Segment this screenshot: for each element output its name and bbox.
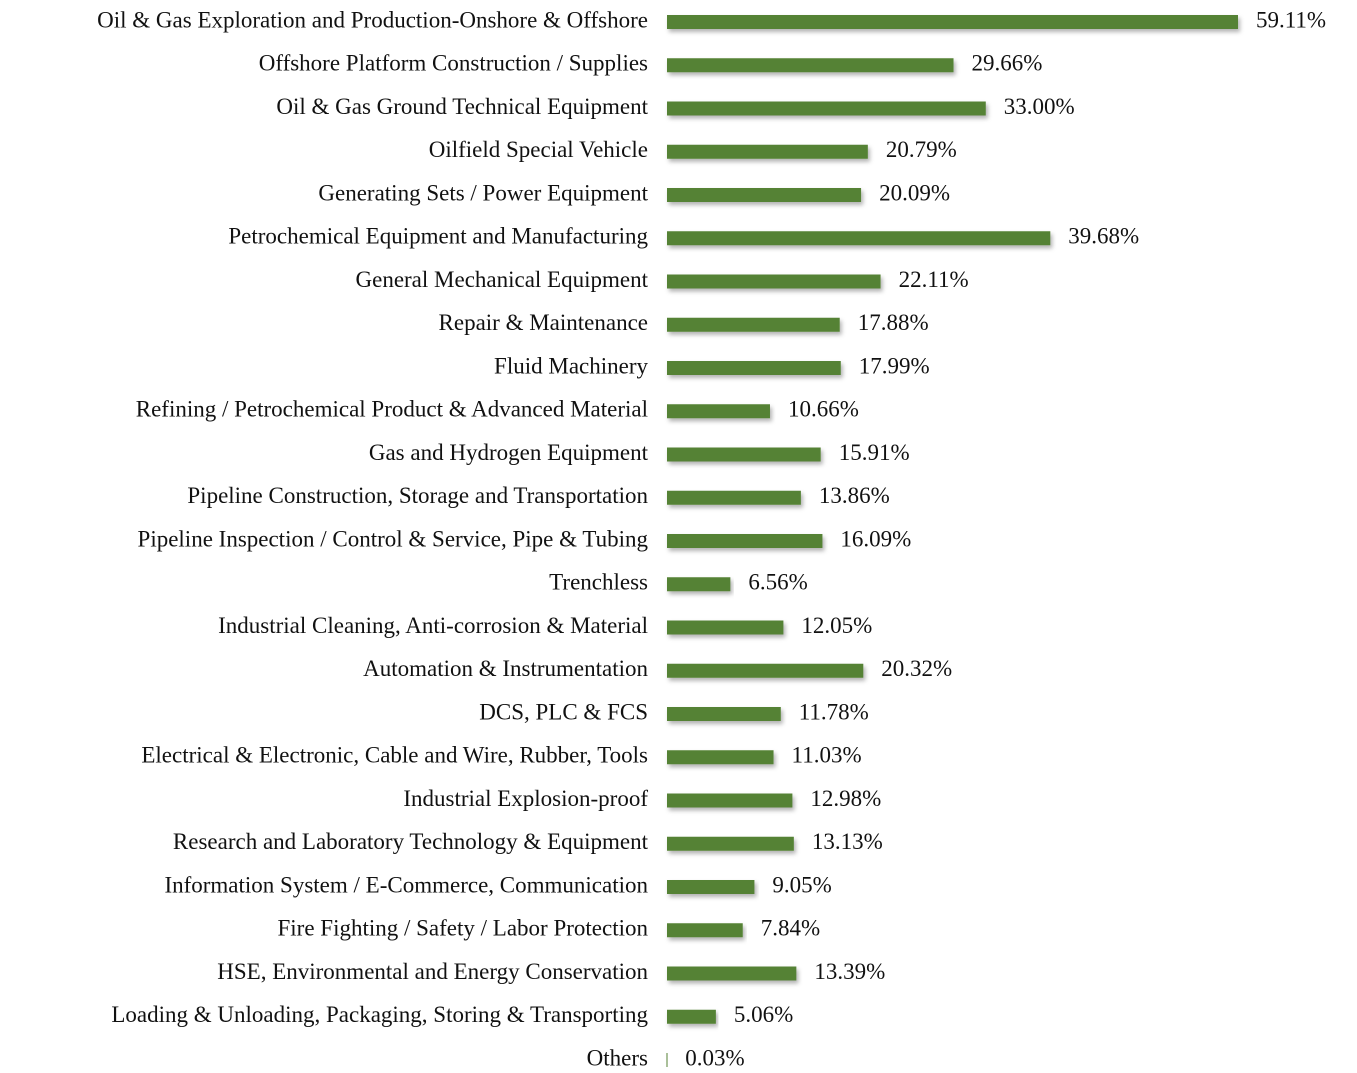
bar [667, 58, 954, 73]
value-label: 33.00% [1004, 94, 1075, 119]
bar [667, 231, 1051, 246]
bar [667, 404, 770, 419]
bar [667, 707, 781, 721]
bar [667, 836, 794, 851]
category-label: Refining / Petrochemical Product & Advan… [136, 397, 648, 422]
category-label: General Mechanical Equipment [356, 267, 649, 292]
category-label: Loading & Unloading, Packaging, Storing … [111, 1002, 648, 1027]
value-label: 22.11% [899, 267, 969, 292]
category-label: Trenchless [549, 570, 648, 595]
bar [667, 361, 841, 375]
value-label: 10.66% [788, 397, 859, 422]
value-label: 6.56% [748, 570, 807, 595]
category-label: Gas and Hydrogen Equipment [369, 440, 649, 465]
bar [667, 15, 1239, 29]
bar [667, 490, 801, 505]
bar [667, 966, 797, 981]
category-label: Automation & Instrumentation [363, 656, 648, 681]
value-label: 12.98% [810, 786, 881, 811]
bar [667, 447, 821, 462]
value-label: 9.05% [772, 872, 831, 897]
value-label: 20.09% [879, 180, 950, 205]
category-label: Petrochemical Equipment and Manufacturin… [228, 224, 648, 249]
category-label: Industrial Cleaning, Anti-corrosion & Ma… [218, 613, 648, 638]
value-label: 11.78% [799, 699, 869, 724]
category-label: Research and Laboratory Technology & Equ… [173, 829, 649, 854]
category-label: DCS, PLC & FCS [479, 699, 648, 724]
value-label: 20.79% [886, 137, 957, 162]
bar [667, 1009, 716, 1024]
bar [667, 793, 793, 808]
category-label: Oilfield Special Vehicle [429, 137, 648, 162]
value-label: 20.32% [881, 656, 952, 681]
bar [667, 923, 743, 938]
category-label: Oil & Gas Exploration and Production-Ons… [97, 7, 648, 32]
bar [667, 534, 823, 548]
value-label: 17.88% [858, 310, 929, 335]
bar [667, 880, 755, 894]
bar [667, 144, 868, 159]
bar [667, 750, 774, 765]
bar [667, 620, 784, 635]
value-label: 7.84% [761, 916, 820, 941]
value-label: 12.05% [801, 613, 872, 638]
category-label: Others [587, 1045, 648, 1070]
category-label: Fluid Machinery [494, 353, 648, 378]
value-label: 15.91% [839, 440, 910, 465]
category-label: HSE, Environmental and Energy Conservati… [217, 959, 648, 984]
category-label: Pipeline Inspection / Control & Service,… [138, 526, 649, 551]
bar [667, 317, 840, 332]
category-label: Fire Fighting / Safety / Labor Protectio… [277, 916, 648, 941]
bar [667, 274, 881, 289]
category-label: Industrial Explosion-proof [403, 786, 648, 811]
value-label: 0.03% [685, 1045, 744, 1070]
bar [667, 577, 731, 592]
value-label: 59.11% [1256, 7, 1326, 32]
category-label: Repair & Maintenance [439, 310, 648, 335]
category-label: Electrical & Electronic, Cable and Wire,… [141, 743, 648, 768]
category-label: Generating Sets / Power Equipment [318, 180, 648, 205]
bar [667, 663, 864, 678]
value-label: 39.68% [1068, 224, 1139, 249]
value-label: 16.09% [840, 526, 911, 551]
category-label: Offshore Platform Construction / Supplie… [259, 51, 648, 76]
bar [667, 188, 862, 202]
category-label: Information System / E-Commerce, Communi… [164, 872, 648, 897]
value-label: 13.39% [814, 959, 885, 984]
value-label: 13.86% [819, 483, 890, 508]
value-label: 5.06% [734, 1002, 793, 1027]
category-label: Oil & Gas Ground Technical Equipment [276, 94, 648, 119]
value-label: 11.03% [792, 743, 862, 768]
value-label: 17.99% [859, 353, 930, 378]
value-label: 13.13% [812, 829, 883, 854]
bar [667, 101, 986, 116]
value-label: 29.66% [972, 51, 1043, 76]
category-label: Pipeline Construction, Storage and Trans… [187, 483, 648, 508]
